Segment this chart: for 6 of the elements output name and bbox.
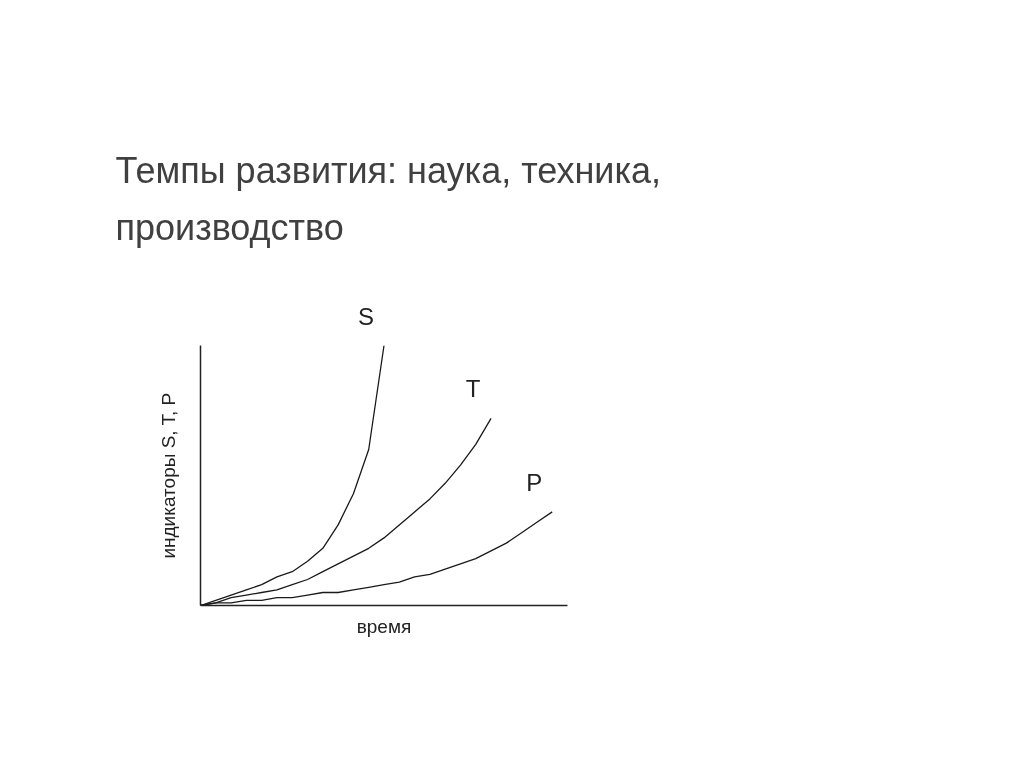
series-label: P [526,468,543,496]
series-label: S [358,302,375,330]
series-label: T [465,375,481,403]
y-axis-title: индикаторы S, T, P [157,392,179,559]
chart-title: Темпы развития: наука, техника, производство [115,149,662,248]
x-axis-title: время [356,615,412,637]
